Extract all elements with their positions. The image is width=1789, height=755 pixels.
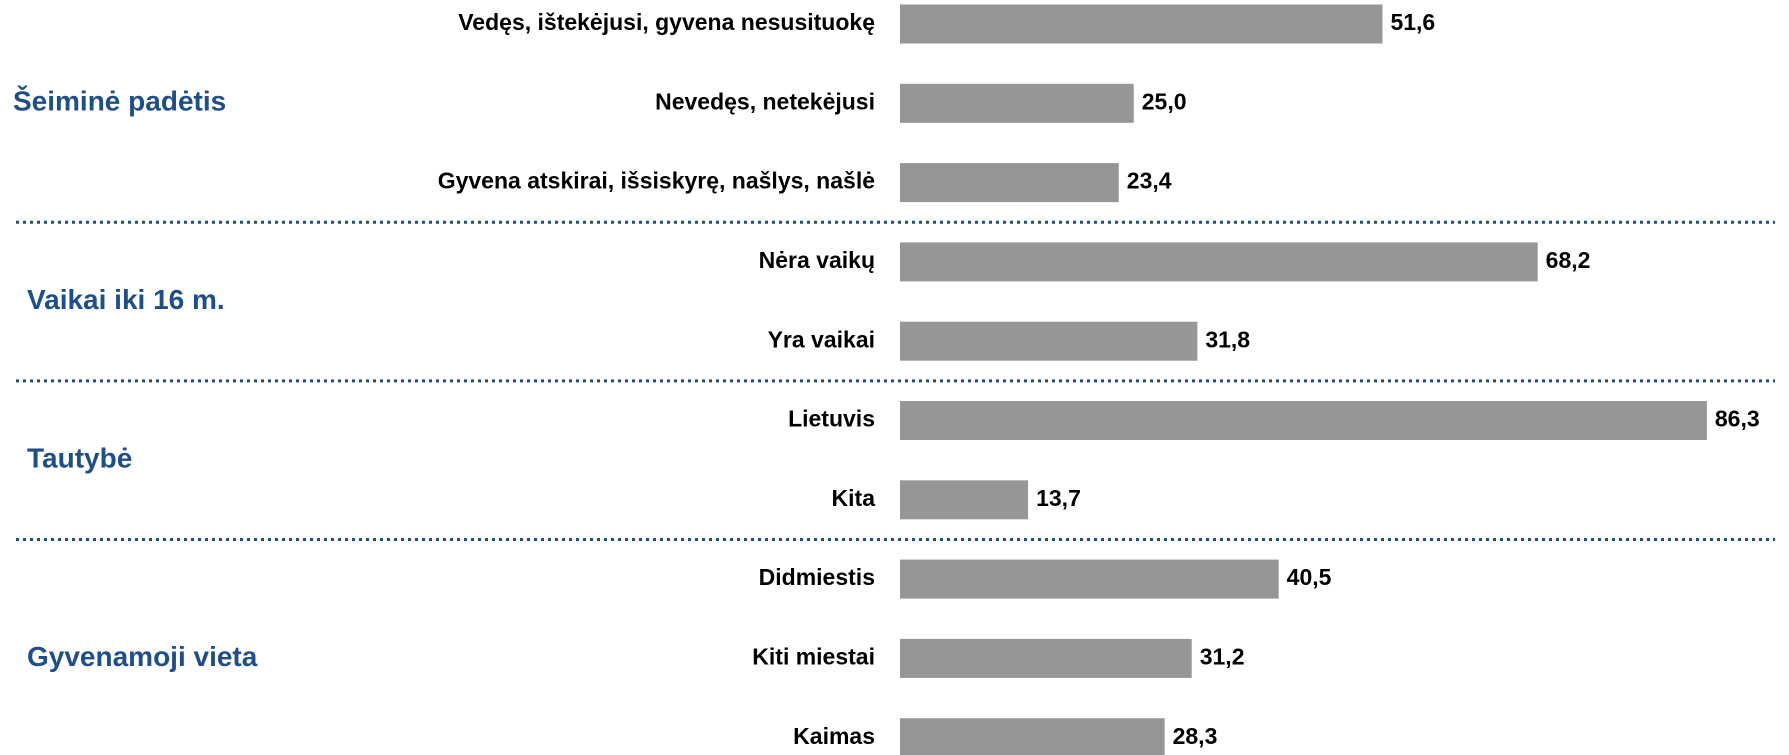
value-label: 31,8: [1205, 326, 1250, 352]
bar: [900, 559, 1279, 599]
value-label: 31,2: [1200, 643, 1245, 669]
bar: [900, 718, 1165, 755]
bar: [900, 83, 1134, 123]
value-label: 28,3: [1173, 723, 1218, 749]
value-label: 40,5: [1287, 564, 1332, 590]
category-label: Nėra vaikų: [759, 247, 875, 273]
bar: [900, 4, 1383, 44]
bar: [900, 163, 1119, 203]
category-label: Kaimas: [793, 723, 875, 749]
value-label: 13,7: [1036, 485, 1081, 511]
category-label: Didmiestis: [759, 564, 875, 590]
group-label: Šeiminė padėtis: [13, 85, 226, 117]
bar: [900, 638, 1192, 678]
category-label: Gyvena atskirai, išsiskyrę, našlys, našl…: [438, 168, 875, 194]
value-label: 51,6: [1390, 9, 1435, 35]
group-label: Tautybė: [27, 443, 132, 474]
value-label: 86,3: [1715, 406, 1760, 432]
category-label: Kiti miestai: [752, 643, 875, 669]
group-label: Vaikai iki 16 m.: [27, 284, 225, 315]
bar: [900, 480, 1029, 520]
value-label: 68,2: [1546, 247, 1591, 273]
value-label: 23,4: [1127, 168, 1172, 194]
bar: [900, 321, 1198, 361]
group-label: Gyvenamoji vieta: [27, 641, 258, 672]
bar: [900, 242, 1538, 282]
category-label: Yra vaikai: [768, 326, 875, 352]
value-label: 25,0: [1142, 88, 1187, 114]
category-label: Nevedęs, netekėjusi: [655, 88, 875, 114]
bar: [900, 401, 1707, 440]
category-label: Kita: [832, 485, 876, 511]
category-label: Vedęs, ištekėjusi, gyvena nesusituokę: [458, 9, 875, 35]
category-label: Lietuvis: [788, 406, 875, 432]
